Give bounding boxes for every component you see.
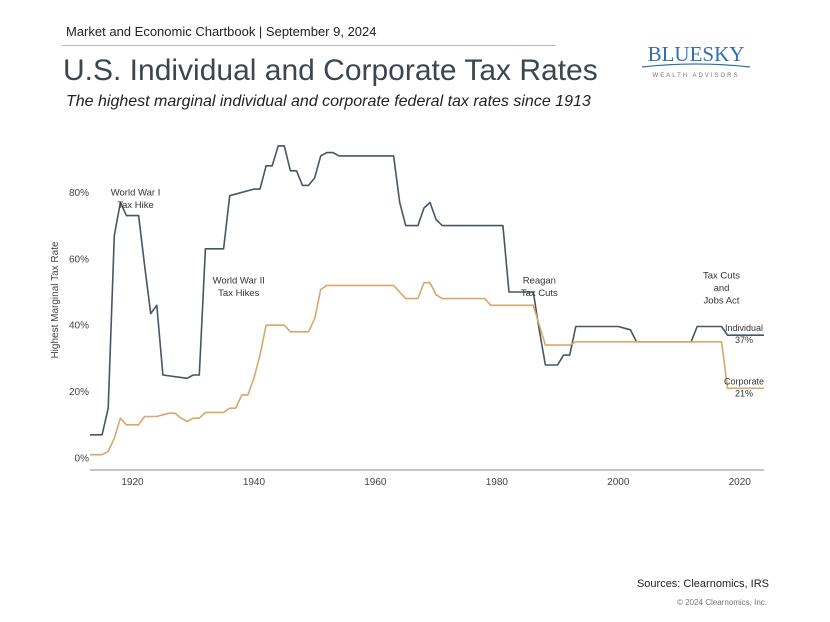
y-axis-label: Highest Marginal Tax Rate: [50, 241, 61, 359]
chartbook-header: Market and Economic Chartbook | Septembe…: [66, 24, 377, 39]
x-tick-label: 2000: [607, 477, 630, 488]
logo-swoosh: [641, 63, 751, 68]
page-title: U.S. Individual and Corporate Tax Rates: [63, 54, 598, 87]
logo-name: BLUESKY: [648, 42, 745, 66]
y-tick-label: 0%: [75, 454, 90, 465]
series-end-labels: Individual 37% Corporate 21%: [724, 323, 764, 398]
end-label-corporate: Corporate: [724, 376, 764, 386]
annotation-text: World War II: [213, 276, 265, 287]
y-tick-label: 40%: [69, 321, 89, 332]
x-tick-label: 1960: [364, 477, 387, 488]
series-lines: [90, 145, 764, 456]
x-axis-ticks: 1920 1940 1960 1980 2000 2020: [121, 477, 751, 488]
series-line-individual: [90, 145, 764, 436]
end-label-corporate: 21%: [735, 388, 753, 398]
annotation-text: Tax Cuts: [703, 271, 740, 282]
copyright-note: © 2024 Clearnomics, Inc.: [677, 598, 767, 607]
annotation-text: Reagan: [523, 276, 556, 287]
header-divider: [62, 45, 556, 46]
page-subtitle: The highest marginal individual and corp…: [66, 93, 591, 110]
y-axis-ticks: 0% 20% 40% 60% 80%: [69, 188, 89, 465]
annotation-text: and: [714, 283, 730, 294]
annotation-text: Tax Hike: [117, 200, 153, 211]
y-tick-label: 20%: [69, 387, 89, 398]
y-tick-label: 80%: [69, 188, 89, 199]
annotation-text: Tax Cuts: [521, 288, 558, 299]
sources-note: Sources: Clearnomics, IRS: [636, 578, 769, 590]
logo-tagline: WEALTH ADVISORS: [653, 73, 740, 79]
x-tick-label: 1980: [486, 477, 509, 488]
annotation-text: Jobs Act: [704, 296, 740, 307]
x-tick-label: 2020: [729, 477, 752, 488]
x-tick-label: 1940: [243, 477, 266, 488]
x-tick-label: 1920: [121, 477, 144, 488]
bluesky-logo: BLUESKY WEALTH ADVISORS: [641, 42, 751, 79]
annotation-text: Tax Hikes: [218, 288, 259, 299]
series-line-corporate: [90, 281, 764, 456]
annotation-text: World War I: [111, 188, 161, 199]
end-label-individual: Individual: [725, 323, 763, 333]
end-label-individual: 37%: [735, 335, 753, 345]
y-tick-label: 60%: [69, 254, 89, 265]
